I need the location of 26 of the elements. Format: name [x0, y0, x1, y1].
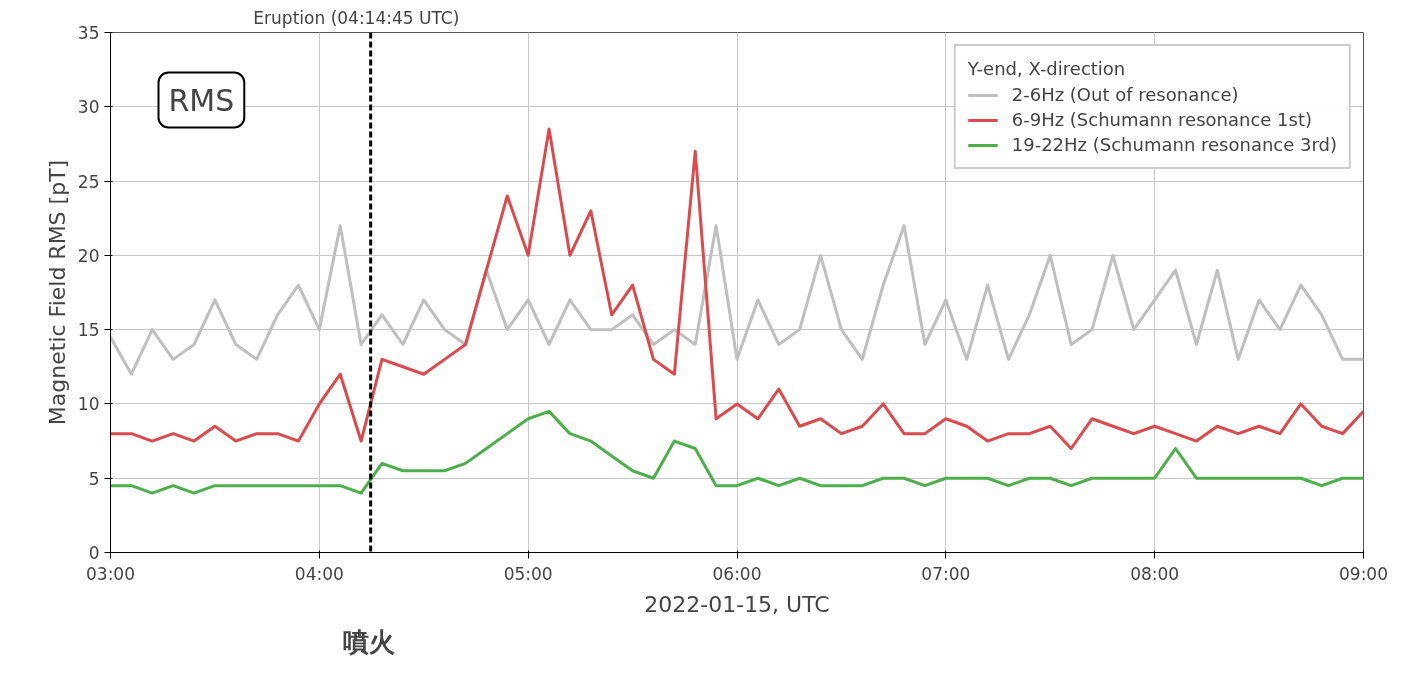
- y-tick-label: 5: [88, 468, 100, 489]
- line-series: [110, 127, 1364, 450]
- y-tick-label: 0: [88, 543, 100, 563]
- x-tick-label: 07:00: [921, 563, 971, 584]
- x-tick-label: 05:00: [503, 563, 553, 584]
- y-tick-label: 15: [77, 320, 100, 341]
- annotation: RMS: [168, 82, 235, 118]
- legend-title: Y-end, X-direction: [967, 58, 1127, 79]
- y-axis-title: Magnetic Field RMS [pT]: [44, 159, 70, 426]
- text: 噴火: [342, 626, 396, 657]
- x-tick-label: 03:00: [86, 563, 135, 584]
- x-tick-label: 08:00: [1130, 563, 1180, 584]
- legend-label: 6-9Hz (Schumann resonance 1st): [1011, 109, 1313, 130]
- x-axis-title: 2022-01-15, UTC: [644, 591, 830, 617]
- legend-label: 19-22Hz (Schumann resonance 3rd): [1011, 134, 1337, 155]
- legend-label: 2-6Hz (Out of resonance): [1011, 84, 1239, 105]
- x-tick-label: 09:00: [1339, 563, 1388, 584]
- x-tick-label: 06:00: [712, 563, 762, 584]
- y-tick-label: 10: [77, 394, 100, 415]
- y-tick-label: 25: [77, 171, 100, 192]
- y-tick-label: 30: [77, 97, 100, 118]
- y-tick-label: 35: [77, 23, 100, 43]
- line-series: [110, 409, 1364, 495]
- ref-line-label: Eruption (04:14:45 UTC): [253, 7, 460, 28]
- x-tick-label: 04:00: [294, 563, 344, 584]
- y-tick-label: 20: [77, 245, 100, 266]
